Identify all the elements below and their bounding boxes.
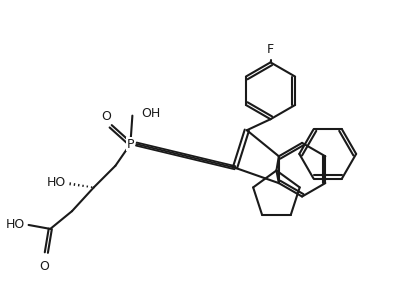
Text: F: F [267, 44, 274, 57]
Text: O: O [40, 260, 49, 273]
Text: OH: OH [141, 107, 160, 120]
Text: HO: HO [6, 218, 25, 231]
Text: O: O [101, 110, 111, 123]
Text: HO: HO [47, 176, 66, 189]
Text: P: P [127, 138, 134, 151]
